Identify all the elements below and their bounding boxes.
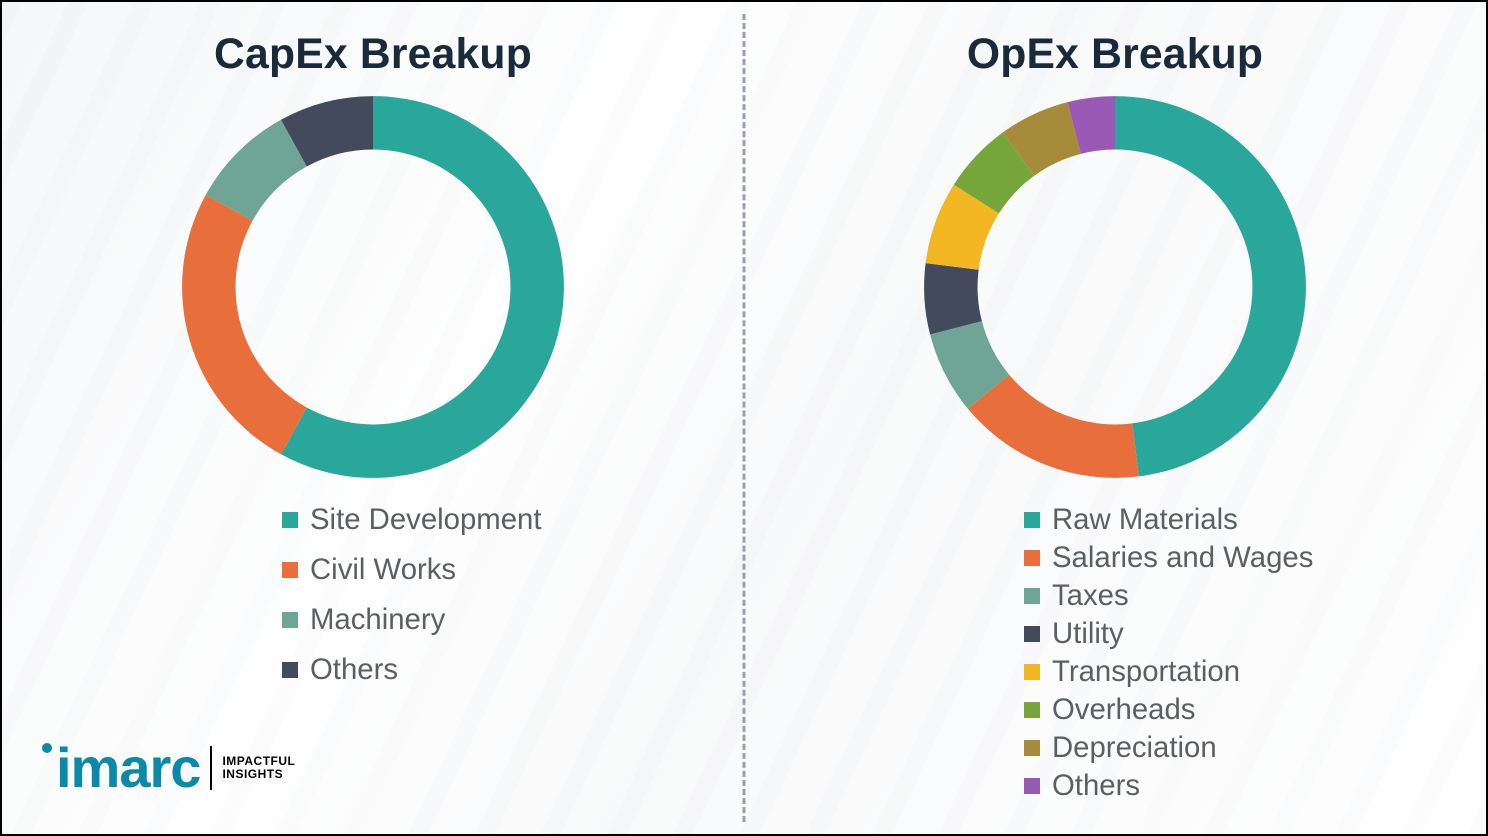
legend-label: Utility [1052, 617, 1124, 651]
legend-item: Site Development [282, 503, 542, 537]
opex-panel: OpEx Breakup Raw Materials Salaries and W… [744, 2, 1486, 834]
capex-panel: CapEx Breakup Site Development Civil Work… [2, 2, 744, 834]
legend-item: Others [282, 653, 542, 687]
legend-item: Machinery [282, 603, 542, 637]
legend-label: Others [310, 653, 398, 687]
capex-title: CapEx Breakup [214, 30, 532, 79]
legend-swatch [1024, 512, 1040, 528]
legend-swatch [282, 512, 298, 528]
legend-swatch [1024, 588, 1040, 604]
donut-slice [1115, 96, 1306, 476]
capex-legend: Site Development Civil Works Machinery Othe… [282, 503, 542, 687]
legend-swatch [1024, 550, 1040, 566]
brand-logo: imarc IMPACTFUL INSIGHTS [40, 740, 295, 796]
legend-label: Overheads [1052, 693, 1195, 727]
legend-swatch [282, 562, 298, 578]
legend-item: Overheads [1024, 693, 1313, 727]
logo-wordmark: imarc [56, 740, 200, 796]
legend-item: Civil Works [282, 553, 542, 587]
legend-item: Utility [1024, 617, 1313, 651]
donut-slice [182, 195, 307, 454]
opex-title: OpEx Breakup [967, 30, 1263, 79]
legend-swatch [282, 612, 298, 628]
legend-label: Taxes [1052, 579, 1129, 613]
legend-item: Transportation [1024, 655, 1313, 689]
logo-separator [210, 746, 212, 790]
legend-item: Raw Materials [1024, 503, 1313, 537]
capex-donut-chart [163, 77, 583, 497]
legend-label: Raw Materials [1052, 503, 1238, 537]
legend-swatch [1024, 664, 1040, 680]
legend-swatch [282, 662, 298, 678]
legend-swatch [1024, 740, 1040, 756]
legend-swatch [1024, 626, 1040, 642]
legend-label: Depreciation [1052, 731, 1217, 765]
legend-item: Salaries and Wages [1024, 541, 1313, 575]
legend-label: Transportation [1052, 655, 1240, 689]
opex-legend: Raw Materials Salaries and Wages Taxes Util… [1024, 503, 1313, 803]
legend-label: Salaries and Wages [1052, 541, 1313, 575]
legend-label: Others [1052, 769, 1140, 803]
donut-slice [968, 375, 1139, 478]
logo-tagline: IMPACTFUL INSIGHTS [222, 755, 295, 780]
opex-donut-chart [905, 77, 1325, 497]
legend-swatch [1024, 778, 1040, 794]
legend-swatch [1024, 702, 1040, 718]
vertical-divider [743, 14, 746, 822]
legend-label: Site Development [310, 503, 542, 537]
legend-label: Machinery [310, 603, 445, 637]
legend-item: Taxes [1024, 579, 1313, 613]
legend-item: Others [1024, 769, 1313, 803]
legend-item: Depreciation [1024, 731, 1313, 765]
legend-label: Civil Works [310, 553, 456, 587]
logo-tagline-line2: INSIGHTS [222, 767, 283, 781]
logo-dot-icon [42, 743, 52, 753]
